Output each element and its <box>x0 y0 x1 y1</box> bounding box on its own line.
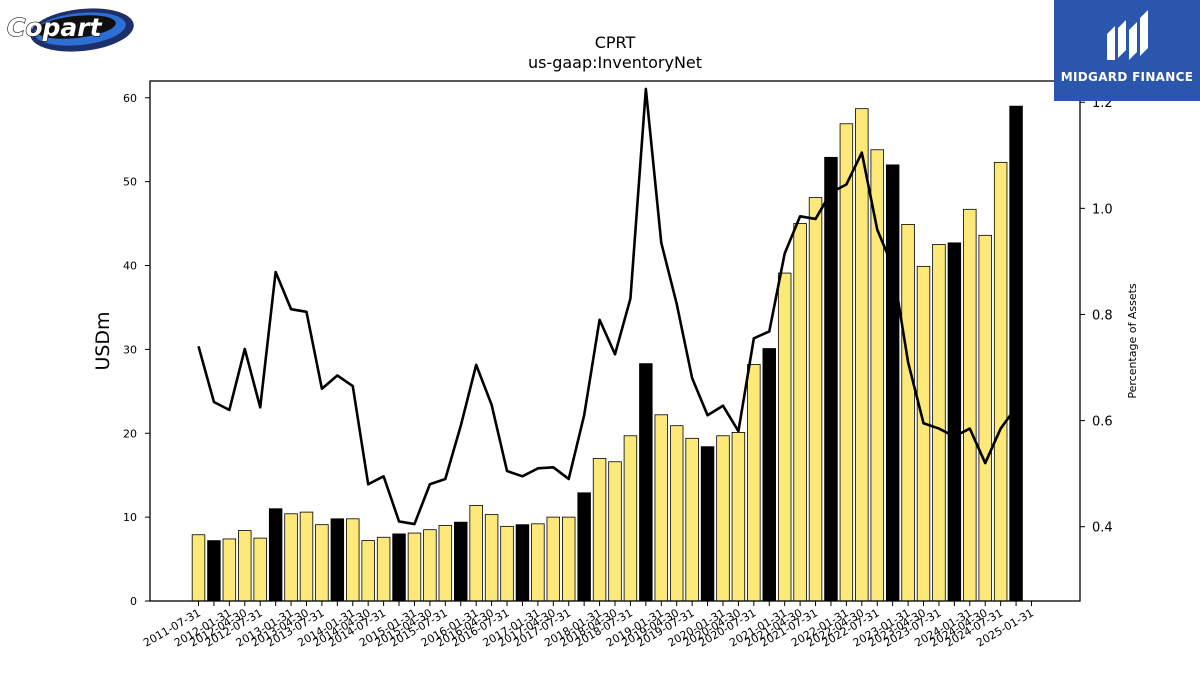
bar <box>392 533 406 602</box>
y-tick-label: 60 <box>123 92 137 105</box>
bar <box>731 432 746 602</box>
y2-tick-label: 0.8 <box>1092 308 1113 323</box>
bar <box>361 540 375 602</box>
bar <box>531 523 545 602</box>
y2-tick-label: 1.0 <box>1092 202 1113 217</box>
bar <box>993 161 1008 602</box>
bar <box>747 364 761 602</box>
bar <box>484 514 499 602</box>
bar <box>654 414 669 602</box>
bar <box>932 244 946 602</box>
bar <box>284 513 298 602</box>
bar-series <box>191 105 1023 602</box>
bar <box>438 525 453 602</box>
bar <box>870 149 884 602</box>
y-tick-label: 0 <box>130 595 137 608</box>
midgard-finance-logo: MIDGARD FINANCE <box>1054 0 1200 101</box>
y-tick-label: 20 <box>123 427 137 440</box>
bar <box>346 518 360 602</box>
bar <box>963 208 977 602</box>
bar <box>839 123 854 602</box>
bar <box>376 536 391 602</box>
bar <box>978 234 992 602</box>
percentage-of-assets-line <box>197 87 1018 526</box>
bar <box>623 435 638 602</box>
y2-axis-label: Percentage of Assets <box>1126 283 1139 399</box>
bar <box>330 518 345 602</box>
bar <box>191 534 206 602</box>
midgard-finance-logo-text: MIDGARD FINANCE <box>1060 70 1194 84</box>
bar <box>423 529 437 602</box>
bar <box>253 537 267 602</box>
chart-title: CPRT <box>595 33 636 52</box>
bar <box>299 511 314 602</box>
y-axis-label: USDm <box>92 311 114 370</box>
bar <box>592 458 607 602</box>
bar <box>947 242 962 602</box>
bar <box>222 538 237 602</box>
bar <box>777 272 792 602</box>
bar <box>500 525 514 602</box>
y-tick-label: 50 <box>123 176 137 189</box>
bar <box>562 516 576 602</box>
bar <box>808 197 823 602</box>
bar <box>793 223 807 602</box>
chart-subtitle: us-gaap:InventoryNet <box>528 53 702 72</box>
bar <box>515 524 530 602</box>
y2-tick-label: 0.6 <box>1092 415 1113 430</box>
bar <box>824 156 838 602</box>
bar <box>407 532 422 602</box>
bar <box>916 265 931 602</box>
bar <box>207 540 221 602</box>
y-tick-label: 40 <box>123 260 137 273</box>
copart-logo: Copart <box>4 4 136 54</box>
bar <box>885 164 900 602</box>
bar <box>1009 105 1023 602</box>
bar <box>762 348 776 602</box>
bar <box>669 425 684 602</box>
y-tick-label: 30 <box>123 343 137 356</box>
bar <box>716 435 730 602</box>
bar <box>238 530 252 602</box>
bar <box>454 521 468 602</box>
bar <box>577 492 591 602</box>
y2-tick-label: 0.4 <box>1092 521 1113 536</box>
copart-logo-text: Copart <box>7 13 103 42</box>
bar <box>469 504 483 602</box>
bar <box>268 508 283 602</box>
bar <box>700 446 715 602</box>
bar <box>546 516 561 602</box>
plot-frame <box>149 80 1081 602</box>
bar <box>901 224 915 602</box>
bar <box>608 461 622 602</box>
y-tick-label: 10 <box>123 511 137 524</box>
bar <box>315 524 329 602</box>
bar <box>639 363 653 602</box>
bar <box>855 108 869 602</box>
bar <box>685 437 699 602</box>
